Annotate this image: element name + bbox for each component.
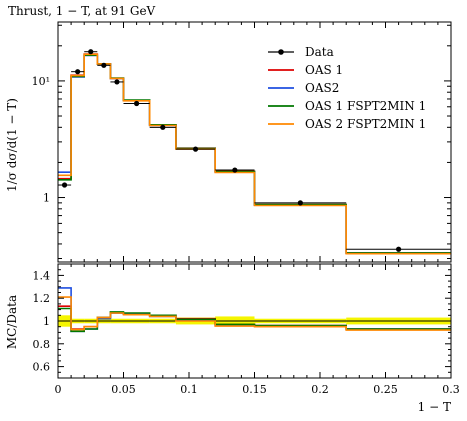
data-point [192, 146, 199, 152]
legend: Data OAS 1 OAS2 OAS 1 FSPT2MIN 1 OAS 2 FSPT2… [268, 45, 426, 131]
data-point [114, 79, 120, 85]
legend-marker-data [278, 49, 284, 55]
data-point [297, 200, 303, 206]
ratio-tick-label: 1.4 [33, 269, 51, 282]
y-tick-label: 10¹ [32, 75, 50, 88]
data-point [160, 124, 166, 130]
legend-label-0: Data [305, 45, 334, 59]
x-tick-label: 0.3 [442, 383, 460, 396]
main-frame [57, 21, 452, 263]
x-tick-label: 0 [55, 383, 62, 396]
series-line-2 [58, 54, 451, 254]
x-axis-title: 1 − T [418, 400, 451, 414]
legend-label-1: OAS 1 [305, 63, 343, 77]
ratio-line-3 [58, 296, 451, 331]
ratio-axis-title: MC/Data [5, 295, 19, 349]
x-tick-label: 0.25 [373, 383, 398, 396]
data-point [134, 100, 140, 107]
legend-label-2: OAS2 [305, 81, 339, 95]
y-axis-title: 1/σ dσ/d(1 − T) [5, 98, 19, 192]
main-panel: 1 10¹ [32, 21, 452, 263]
data-point [75, 69, 81, 75]
series-line-1 [58, 54, 451, 254]
legend-label-3: OAS 1 FSPT2MIN 1 [305, 99, 426, 113]
data-point [88, 49, 94, 55]
data-point [396, 246, 402, 252]
data-point [232, 167, 238, 173]
chart-title: Thrust, 1 − T, at 91 GeV [8, 4, 156, 18]
ratio-tick-label: 0.8 [33, 338, 51, 351]
ratio-tick-label: 1.2 [33, 292, 51, 305]
ratio-tick-label: 1 [43, 315, 50, 328]
data-point [61, 182, 68, 188]
ratio-tick-label: 0.6 [33, 361, 51, 374]
x-tick-label: 0.1 [180, 383, 198, 396]
ratio-panel: 0 0.05 0.1 0.15 0.2 0.25 0.3 0.6 0.8 1 1.2 1.4 [33, 263, 460, 396]
legend-label-4: OAS 2 FSPT2MIN 1 [305, 117, 426, 131]
series-line-3 [58, 53, 451, 255]
x-tick-label: 0.15 [242, 383, 267, 396]
x-tick-label: 0.2 [311, 383, 329, 396]
data-point [101, 62, 107, 68]
x-tick-label: 0.05 [111, 383, 136, 396]
y-tick-label: 1 [43, 192, 50, 205]
